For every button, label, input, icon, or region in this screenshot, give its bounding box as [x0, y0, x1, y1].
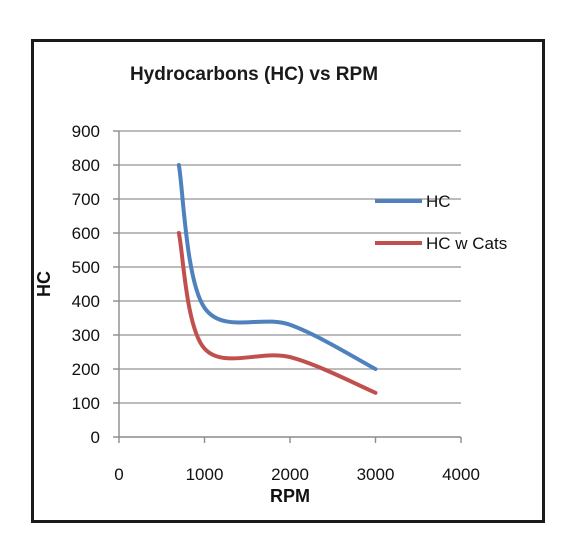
y-tick-label: 700 [72, 190, 100, 209]
y-tick-label: 800 [72, 156, 100, 175]
series-line-hc [176, 163, 378, 371]
y-tick-label: 600 [72, 224, 100, 243]
series-lines [176, 163, 378, 395]
y-tick-label: 500 [72, 258, 100, 277]
y-axis-label: HC [34, 271, 54, 297]
legend: HC HC w Cats [375, 192, 507, 253]
chart-frame [31, 39, 545, 523]
chart-title: Hydrocarbons (HC) vs RPM [130, 64, 378, 85]
gridlines [119, 130, 461, 404]
y-tick-label: 400 [72, 292, 100, 311]
series-line-hc-w-cats [176, 231, 378, 395]
y-tick-label: 900 [72, 122, 100, 141]
x-axis-label: RPM [270, 486, 310, 506]
y-tick-label: 200 [72, 360, 100, 379]
legend-label: HC [426, 192, 451, 211]
x-tick-label: 4000 [442, 465, 480, 484]
x-tick-label: 1000 [186, 465, 224, 484]
y-tick-label: 100 [72, 394, 100, 413]
y-tick-label: 0 [91, 428, 100, 447]
x-tick-label: 2000 [271, 465, 309, 484]
y-tick-label: 300 [72, 326, 100, 345]
x-tick-label: 3000 [357, 465, 395, 484]
x-tick-label: 0 [114, 465, 123, 484]
legend-label: HC w Cats [426, 234, 507, 253]
axes: 0 100 200 300 400 500 600 700 800 900 0 1000 2000 300… [72, 122, 480, 484]
